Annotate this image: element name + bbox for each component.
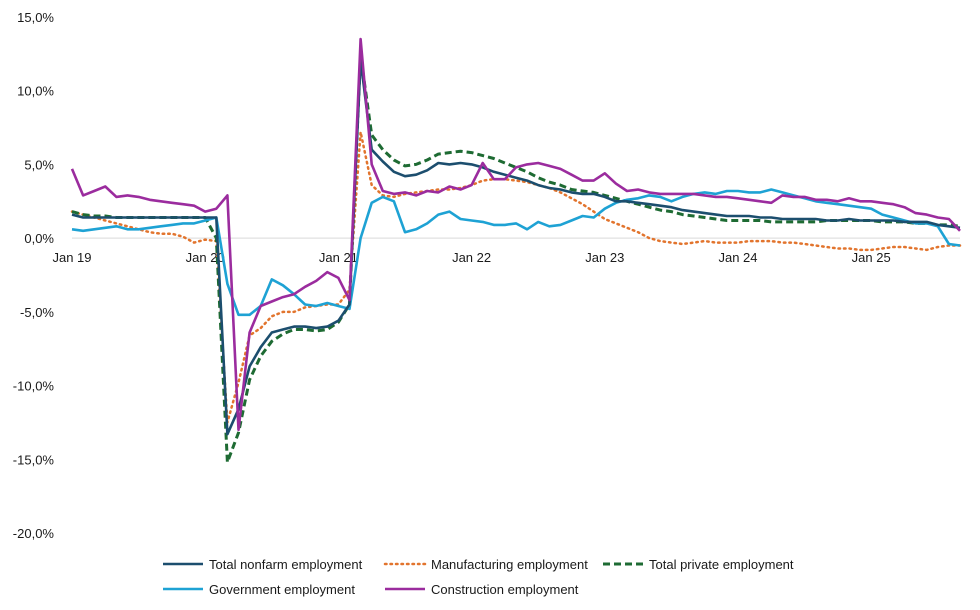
y-axis-tick-labels: 15,0% 10,0% 5,0% 0,0% -5,0% -10,0% -15,0% -20,0… bbox=[13, 10, 55, 541]
y-tick-label: -15,0% bbox=[13, 452, 55, 467]
y-tick-label: 10,0% bbox=[17, 84, 54, 99]
y-tick-label: 15,0% bbox=[17, 10, 54, 25]
x-tick-label: Jan 20 bbox=[186, 250, 225, 265]
x-tick-label: Jan 22 bbox=[452, 250, 491, 265]
series-line-government-employment bbox=[71, 188, 961, 317]
legend-label: Manufacturing employment bbox=[431, 557, 588, 572]
y-tick-label: -20,0% bbox=[13, 526, 55, 541]
x-tick-label: Jan 24 bbox=[718, 250, 757, 265]
series-line-total-nonfarm-employment bbox=[71, 58, 961, 436]
legend: Total nonfarm employment Manufacturing em… bbox=[163, 557, 794, 597]
x-tick-label: Jan 19 bbox=[52, 250, 91, 265]
y-tick-label: 0,0% bbox=[24, 231, 54, 246]
y-tick-label: -5,0% bbox=[20, 305, 54, 320]
x-tick-label: Jan 25 bbox=[852, 250, 891, 265]
y-tick-label: 5,0% bbox=[24, 157, 54, 172]
x-axis-tick-labels: Jan 19 Jan 20 Jan 21 Jan 22 Jan 23 Jan 24 Jan … bbox=[52, 250, 890, 265]
series-line-construction-employment bbox=[70, 37, 961, 432]
legend-label: Total private employment bbox=[649, 557, 794, 572]
series-line-manufacturing-employment bbox=[70, 130, 962, 424]
legend-label: Government employment bbox=[209, 582, 355, 597]
x-tick-label: Jan 23 bbox=[585, 250, 624, 265]
legend-label: Construction employment bbox=[431, 582, 579, 597]
series-lines bbox=[70, 37, 962, 464]
legend-label: Total nonfarm employment bbox=[209, 557, 363, 572]
x-tick-label: Jan 21 bbox=[319, 250, 358, 265]
y-tick-label: -10,0% bbox=[13, 379, 55, 394]
